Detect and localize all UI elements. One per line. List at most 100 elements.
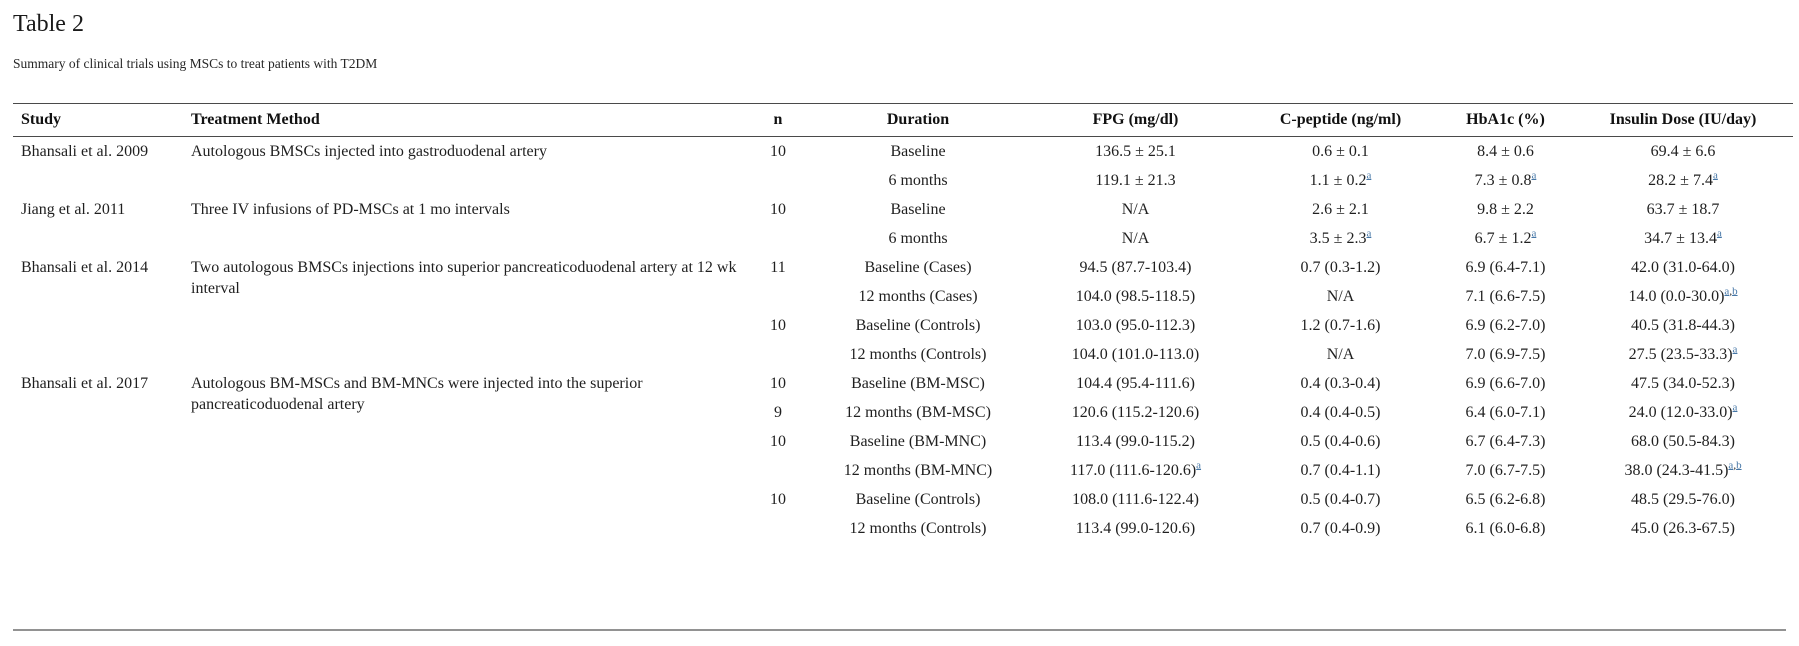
footnote-ref-a[interactable]: a <box>1728 459 1734 472</box>
header-insulin-dose: Insulin Dose (IU/day) <box>1573 103 1793 137</box>
table-row: Jiang et al. 2011 Three IV infusions of P… <box>13 195 1793 224</box>
fpg-cell: 113.4 (99.0-115.2) <box>1076 432 1195 450</box>
footnote-refs: a <box>1366 169 1371 181</box>
footnote-ref-a[interactable]: a <box>1724 285 1730 298</box>
fpg-cell: 117.0 (111.6-120.6)a <box>1069 459 1202 479</box>
insulin-cell: 38.0 (24.3-41.5)a,b <box>1624 459 1742 479</box>
treatment-method-cell: Three IV infusions of PD-MSCs at 1 mo in… <box>191 200 510 218</box>
header-cpeptide: C-peptide (ng/ml) <box>1243 103 1438 137</box>
study-cell: Bhansali et al. 2017 <box>21 374 149 392</box>
footnote-ref-a[interactable]: a <box>1196 459 1202 472</box>
n-cell: 10 <box>770 432 786 450</box>
hba1c-cell: 7.3 ± 0.8a <box>1474 169 1537 189</box>
cpeptide-cell: 1.1 ± 0.2a <box>1309 169 1372 189</box>
hba1c-cell: 7.0 (6.7-7.5) <box>1465 461 1546 479</box>
fpg-cell: N/A <box>1121 200 1150 218</box>
table-title: Table 2 <box>13 11 84 37</box>
insulin-cell: 40.5 (31.8-44.3) <box>1631 316 1735 334</box>
footnote-ref-a[interactable]: a <box>1732 343 1738 356</box>
table-row: 9 12 months (BM-MSC) 120.6 (115.2-120.6) 0.… <box>13 398 1793 427</box>
duration-cell: Baseline (BM-MNC) <box>849 432 987 450</box>
cpeptide-cell: 2.6 ± 2.1 <box>1312 200 1369 218</box>
table-row: 10 Baseline (Controls) 108.0 (111.6-122.4)… <box>13 485 1793 514</box>
fpg-cell: 120.6 (115.2-120.6) <box>1071 403 1200 421</box>
table-row: 12 months (Cases) 104.0 (98.5-118.5) N/A 7.… <box>13 282 1793 311</box>
page: Table 2 Summary of clinical trials using… <box>13 11 1793 631</box>
n-cell <box>748 166 808 195</box>
hba1c-cell: 6.9 (6.6-7.0) <box>1465 374 1546 392</box>
duration-cell: 12 months (Cases) <box>858 287 978 305</box>
footnote-refs: a <box>1733 343 1738 355</box>
duration-cell: Baseline (Controls) <box>855 316 981 334</box>
cpeptide-cell: 0.7 (0.4-1.1) <box>1300 461 1381 479</box>
n-cell: 10 <box>770 374 786 392</box>
clinical-trials-table: Study Treatment Method n Duration FPG (m… <box>13 102 1793 543</box>
header-hba1c: HbA1c (%) <box>1438 103 1573 137</box>
duration-cell: 12 months (BM-MNC) <box>843 461 993 479</box>
fpg-cell: N/A <box>1121 229 1150 247</box>
n-cell <box>748 224 808 253</box>
table-row: 10 Baseline (BM-MNC) 113.4 (99.0-115.2) 0.5… <box>13 427 1793 456</box>
cpeptide-cell: N/A <box>1326 287 1355 305</box>
footnote-refs: a <box>1717 227 1722 239</box>
footnote-ref-a[interactable]: a <box>1712 169 1718 182</box>
duration-cell: Baseline (BM-MSC) <box>851 374 985 392</box>
insulin-cell: 14.0 (0.0-30.0)a,b <box>1628 285 1738 305</box>
n-cell <box>748 282 808 311</box>
table-row: 10 Baseline (Controls) 103.0 (95.0-112.3) 1… <box>13 311 1793 340</box>
study-cell: Jiang et al. 2011 <box>21 200 126 218</box>
hba1c-cell: 6.4 (6.0-7.1) <box>1465 403 1546 421</box>
footnote-ref-a[interactable]: a <box>1366 227 1372 240</box>
header-treatment: Treatment Method <box>183 103 748 137</box>
n-cell: 11 <box>770 258 786 276</box>
fpg-cell: 104.0 (98.5-118.5) <box>1075 287 1196 305</box>
footnote-ref-b[interactable]: b <box>1736 459 1742 472</box>
duration-cell: Baseline (Controls) <box>855 490 981 508</box>
hba1c-cell: 6.1 (6.0-6.8) <box>1465 519 1546 537</box>
cpeptide-cell: 0.5 (0.4-0.7) <box>1300 490 1381 508</box>
table-row: Bhansali et al. 2017 Autologous BM-MSCs a… <box>13 369 1793 413</box>
table-row: 12 months (Controls) 113.4 (99.0-120.6) 0.… <box>13 514 1793 543</box>
footnote-ref-a[interactable]: a <box>1531 169 1537 182</box>
table-caption: Summary of clinical trials using MSCs to… <box>13 55 378 71</box>
duration-cell: Baseline <box>890 142 946 160</box>
fpg-cell: 136.5 ± 25.1 <box>1095 142 1176 160</box>
n-cell: 10 <box>770 490 786 508</box>
fpg-cell: 119.1 ± 21.3 <box>1095 171 1176 189</box>
footnote-ref-a[interactable]: a <box>1716 227 1722 240</box>
cpeptide-cell: 0.7 (0.3-1.2) <box>1300 258 1381 276</box>
duration-cell: 12 months (BM-MSC) <box>845 403 991 421</box>
insulin-cell: 27.5 (23.5-33.3)a <box>1628 343 1738 363</box>
n-cell <box>748 514 808 543</box>
n-cell: 9 <box>774 403 782 421</box>
hba1c-cell: 8.4 ± 0.6 <box>1477 142 1534 160</box>
cpeptide-cell: 1.2 (0.7-1.6) <box>1300 316 1381 334</box>
fpg-cell: 94.5 (87.7-103.4) <box>1079 258 1192 276</box>
insulin-cell: 68.0 (50.5-84.3) <box>1631 432 1735 450</box>
hba1c-cell: 6.9 (6.2-7.0) <box>1465 316 1546 334</box>
duration-cell: 12 months (Controls) <box>849 345 987 363</box>
hba1c-cell: 6.7 ± 1.2a <box>1474 227 1537 247</box>
footnote-ref-a[interactable]: a <box>1531 227 1537 240</box>
footnote-refs: a,b <box>1728 459 1742 472</box>
duration-cell: Baseline (Cases) <box>864 258 972 276</box>
study-cell: Bhansali et al. 2014 <box>21 258 149 276</box>
table-container: Study Treatment Method n Duration FPG (m… <box>13 102 1793 631</box>
hba1c-cell: 7.1 (6.6-7.5) <box>1465 287 1546 305</box>
header-fpg: FPG (mg/dl) <box>1028 103 1243 137</box>
fpg-cell: 108.0 (111.6-122.4) <box>1072 490 1199 508</box>
table-header: Study Treatment Method n Duration FPG (m… <box>13 103 1793 137</box>
table-body: Bhansali et al. 2009 Autologous BMSCs inj… <box>13 136 1793 543</box>
fpg-cell: 103.0 (95.0-112.3) <box>1075 316 1196 334</box>
table-row: 6 months N/A 3.5 ± 2.3a 6.7 ± 1.2a 34.7 ± 13… <box>13 224 1793 253</box>
footnote-ref-a[interactable]: a <box>1732 401 1738 414</box>
cpeptide-cell: 0.4 (0.4-0.5) <box>1300 403 1381 421</box>
treatment-method-cell: Two autologous BMSCs injections into sup… <box>191 258 737 297</box>
cpeptide-cell: 0.5 (0.4-0.6) <box>1300 432 1381 450</box>
footnote-ref-b[interactable]: b <box>1732 285 1738 298</box>
footnote-refs: a <box>1531 227 1536 239</box>
cpeptide-cell: 0.4 (0.3-0.4) <box>1300 374 1381 392</box>
header-duration: Duration <box>808 103 1028 137</box>
footnote-ref-a[interactable]: a <box>1366 169 1372 182</box>
n-cell: 10 <box>770 142 786 160</box>
